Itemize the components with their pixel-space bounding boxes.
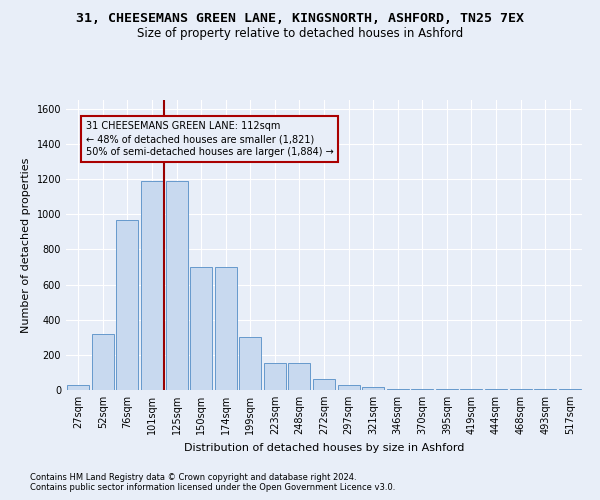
Text: 31 CHEESEMANS GREEN LANE: 112sqm
← 48% of detached houses are smaller (1,821)
50: 31 CHEESEMANS GREEN LANE: 112sqm ← 48% o… (86, 121, 334, 158)
Bar (239, 338, 262, 390)
X-axis label: Distribution of detached houses by size in Ashford: Distribution of detached houses by size … (184, 442, 464, 452)
Bar (362, 387, 384, 390)
Bar (411, 389, 433, 390)
Text: 31, CHEESEMANS GREEN LANE, KINGSNORTH, ASHFORD, TN25 7EX: 31, CHEESEMANS GREEN LANE, KINGSNORTH, A… (76, 12, 524, 26)
Bar (215, 267, 237, 390)
Bar (92, 334, 114, 390)
Bar (116, 220, 139, 390)
Bar (289, 363, 310, 390)
Bar (436, 389, 458, 390)
Y-axis label: Number of detached properties: Number of detached properties (21, 158, 31, 332)
Bar (190, 267, 212, 390)
Bar (166, 181, 188, 390)
Bar (313, 378, 335, 390)
Text: Contains public sector information licensed under the Open Government Licence v3: Contains public sector information licen… (30, 484, 395, 492)
Bar (460, 389, 482, 390)
Bar (534, 389, 556, 390)
Text: Size of property relative to detached houses in Ashford: Size of property relative to detached ho… (137, 28, 463, 40)
Bar (559, 389, 581, 390)
Bar (485, 389, 507, 390)
Bar (264, 363, 286, 390)
Bar (386, 389, 409, 390)
Bar (141, 181, 163, 390)
Bar (509, 389, 532, 390)
Bar (338, 385, 359, 390)
Text: Contains HM Land Registry data © Crown copyright and database right 2024.: Contains HM Land Registry data © Crown c… (30, 474, 356, 482)
Bar (67, 385, 89, 390)
